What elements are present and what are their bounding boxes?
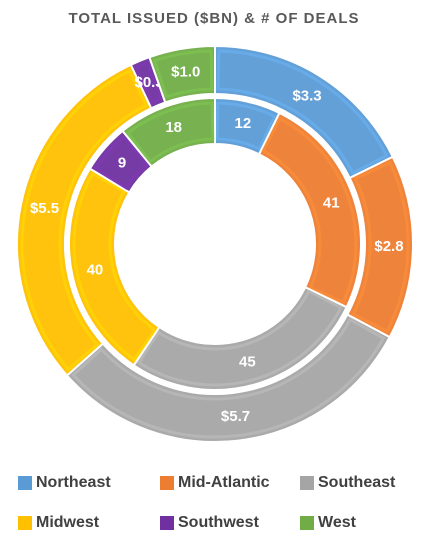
legend-label: West — [318, 514, 357, 531]
chart-title: TOTAL ISSUED ($BN) & # OF DEALS — [68, 10, 359, 27]
data-label: 18 — [165, 119, 182, 136]
legend-swatch — [160, 476, 174, 490]
segment-inset — [351, 160, 410, 334]
segment-inset — [152, 49, 214, 99]
legend-swatch — [300, 476, 314, 490]
data-label: 45 — [239, 354, 256, 371]
data-label: 40 — [87, 262, 104, 279]
legend-swatch — [300, 516, 314, 530]
segment-inset — [93, 134, 150, 191]
legend-label: Southwest — [178, 514, 260, 531]
data-label: 12 — [235, 115, 252, 132]
segment-inset — [72, 171, 157, 362]
legend-label: Southeast — [318, 474, 396, 491]
data-label: 41 — [323, 195, 340, 212]
data-label: $3.3 — [292, 87, 321, 104]
legend-swatch — [18, 476, 32, 490]
data-label: $2.8 — [374, 238, 403, 255]
legend-label: Northeast — [36, 474, 111, 491]
legend-swatch — [160, 516, 174, 530]
segment-inset — [134, 61, 163, 105]
data-label: $1.0 — [171, 63, 200, 80]
segment-inset — [20, 68, 149, 372]
data-label: 9 — [118, 154, 126, 171]
legend-label: Midwest — [36, 514, 100, 531]
donut-segment — [121, 96, 216, 168]
segment-inset — [71, 317, 386, 439]
segment-inset — [136, 289, 343, 387]
data-label: $5.7 — [221, 408, 250, 425]
data-label: $5.5 — [30, 200, 59, 217]
segment-inset — [216, 49, 389, 175]
legend-swatch — [18, 516, 32, 530]
segment-inset — [125, 101, 215, 164]
segment-inset — [215, 101, 277, 151]
legend-label: Mid-Atlantic — [178, 474, 270, 491]
segment-inset — [261, 116, 358, 305]
